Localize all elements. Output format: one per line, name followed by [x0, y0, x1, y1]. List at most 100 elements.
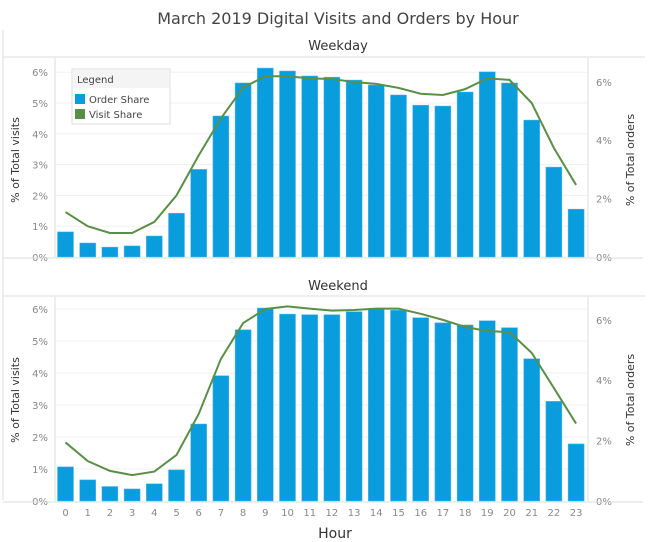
bar-order-share-hour-16 — [412, 104, 429, 258]
bar-order-share-hour-3 — [123, 488, 141, 502]
x-tick-label: 13 — [348, 508, 361, 519]
bar-order-share-hour-8 — [234, 329, 252, 502]
left-tick-label: 1% — [32, 222, 48, 233]
x-tick-label: 0 — [62, 508, 68, 519]
x-tick-label: 1 — [85, 508, 91, 519]
panel-title: Weekday — [308, 39, 368, 54]
right-tick-label: 2% — [596, 437, 612, 448]
bar-order-share-hour-9 — [257, 307, 274, 502]
legend-swatch-visit-share — [75, 109, 85, 119]
bar-order-share-hour-12 — [323, 314, 341, 502]
x-tick-label: 7 — [218, 508, 224, 519]
right-tick-label: 2% — [596, 195, 612, 206]
chart-title: March 2019 Digital Visits and Orders by … — [157, 9, 519, 28]
left-tick-label: 4% — [32, 130, 48, 141]
bar-order-share-hour-15 — [390, 309, 407, 502]
bar-order-share-hour-5 — [168, 469, 185, 502]
legend-label: Visit Share — [89, 110, 142, 121]
bar-order-share-hour-1 — [79, 242, 96, 258]
bar-order-share-hour-11 — [301, 75, 318, 258]
bar-order-share-hour-21 — [523, 119, 540, 258]
bar-order-share-hour-20 — [501, 327, 518, 502]
bar-order-share-hour-4 — [146, 235, 163, 258]
bar-order-share-hour-19 — [479, 320, 496, 502]
bar-order-share-hour-6 — [190, 423, 207, 502]
x-tick-label: 11 — [303, 508, 316, 519]
bar-order-share-hour-23 — [567, 208, 585, 258]
bar-order-share-hour-20 — [501, 82, 518, 258]
x-tick-label: 18 — [459, 508, 472, 519]
bar-order-share-hour-18 — [456, 324, 474, 502]
x-tick-label: 14 — [370, 508, 383, 519]
bar-order-share-hour-14 — [368, 308, 385, 502]
bar-order-share-hour-15 — [390, 94, 407, 258]
bar-order-share-hour-10 — [279, 313, 296, 502]
right-tick-label: 6% — [596, 78, 612, 89]
bar-order-share-hour-7 — [212, 375, 230, 502]
legend-label: Order Share — [89, 95, 149, 106]
right-axis-title: % of Total orders — [624, 114, 637, 207]
x-tick-label: 12 — [326, 508, 339, 519]
bar-order-share-hour-3 — [123, 245, 141, 258]
bar-order-share-hour-0 — [57, 231, 74, 258]
line-visit-share — [64, 305, 577, 477]
left-tick-label: 4% — [32, 369, 48, 380]
bar-order-share-hour-0 — [57, 466, 74, 502]
x-tick-label: 16 — [414, 508, 427, 519]
line-visit-share — [64, 75, 577, 234]
bar-order-share-hour-18 — [456, 91, 474, 258]
left-tick-label: 3% — [32, 161, 48, 172]
bar-order-share-hour-12 — [323, 76, 341, 258]
x-tick-label: 2 — [107, 508, 113, 519]
x-tick-label: 9 — [262, 508, 268, 519]
x-tick-label: 22 — [548, 508, 561, 519]
bar-order-share-hour-9 — [257, 67, 274, 258]
x-tick-label: 6 — [196, 508, 202, 519]
bar-order-share-hour-11 — [301, 314, 318, 502]
left-tick-label: 1% — [32, 465, 48, 476]
bar-order-share-hour-6 — [190, 169, 207, 258]
x-tick-label: 17 — [437, 508, 450, 519]
bar-order-share-hour-17 — [434, 322, 452, 502]
left-tick-label: 2% — [32, 191, 48, 202]
bar-order-share-hour-17 — [434, 105, 452, 258]
left-axis-title: % of Total visits — [9, 117, 22, 203]
left-tick-label: 5% — [32, 99, 48, 110]
bar-order-share-hour-1 — [79, 479, 96, 502]
right-tick-label: 6% — [596, 316, 612, 327]
panel-title: Weekend — [308, 279, 368, 294]
left-tick-label: 5% — [32, 337, 48, 348]
x-tick-label: 5 — [173, 508, 179, 519]
x-tick-label: 4 — [151, 508, 157, 519]
x-tick-label: 10 — [281, 508, 294, 519]
left-tick-label: 3% — [32, 401, 48, 412]
bar-order-share-hour-8 — [234, 82, 252, 258]
x-tick-label: 20 — [503, 508, 516, 519]
x-tick-label: 3 — [129, 508, 135, 519]
bar-order-share-hour-10 — [279, 70, 296, 258]
right-tick-label: 4% — [596, 136, 612, 147]
left-tick-label: 2% — [32, 433, 48, 444]
bar-order-share-hour-23 — [567, 443, 585, 502]
bar-order-share-hour-13 — [345, 79, 363, 258]
bar-order-share-hour-13 — [345, 311, 363, 502]
bar-order-share-hour-22 — [545, 401, 563, 502]
bar-order-share-hour-7 — [212, 115, 230, 258]
x-tick-label: 8 — [240, 508, 246, 519]
left-tick-label: 6% — [32, 68, 48, 79]
x-tick-label: 19 — [481, 508, 494, 519]
left-axis-title: % of Total visits — [9, 357, 22, 443]
legend-header — [73, 70, 169, 88]
x-tick-label: 23 — [570, 508, 583, 519]
left-tick-label: 6% — [32, 305, 48, 316]
bar-order-share-hour-19 — [479, 71, 496, 258]
bar-order-share-hour-21 — [523, 358, 540, 502]
bar-order-share-hour-14 — [368, 84, 385, 258]
legend: Legend Order Share Visit Share — [71, 68, 171, 125]
legend-title: Legend — [77, 75, 114, 86]
x-tick-label: 15 — [392, 508, 405, 519]
